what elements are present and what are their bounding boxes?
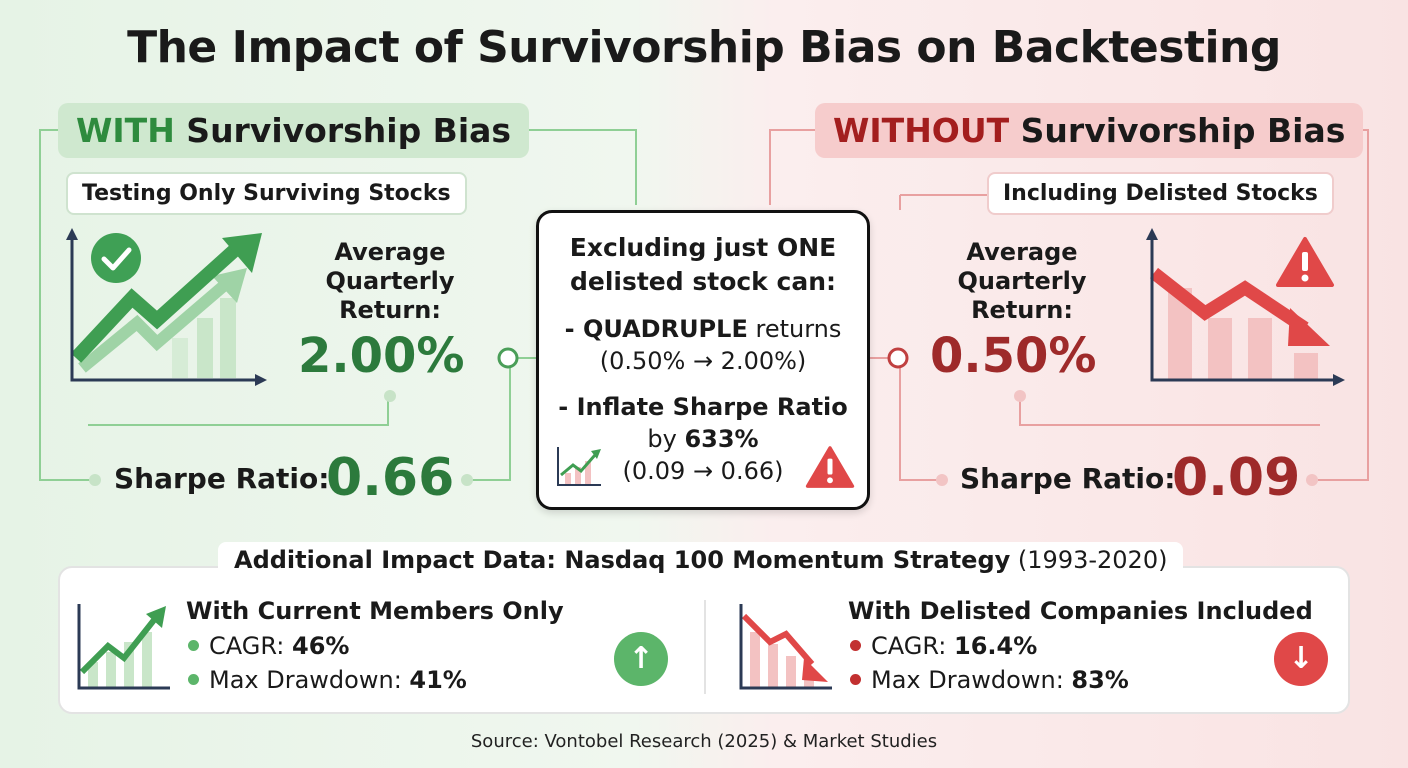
with-sharpe-label: Sharpe Ratio: xyxy=(114,462,330,495)
with-return-label: Average Quarterly Return: xyxy=(300,238,480,325)
callout-line1: Excluding just ONE xyxy=(569,233,837,262)
delisted-cagr-value: 16.4% xyxy=(954,632,1038,660)
center-callout: Excluding just ONE delisted stock can: -… xyxy=(536,210,870,510)
callout-bullet1-rest: returns xyxy=(747,315,842,343)
with-return-label-line3: Return: xyxy=(339,296,441,324)
without-return-value: 0.50% xyxy=(930,328,1097,384)
check-circle-icon xyxy=(91,233,141,283)
callout-warning-icon xyxy=(805,446,855,488)
callout-bullet2-by: by 633% xyxy=(539,425,867,453)
without-bias-subtitle: Including Delisted Stocks xyxy=(987,172,1334,215)
current-members-heading: With Current Members Only xyxy=(186,597,564,625)
current-dd-value: 41% xyxy=(409,666,467,694)
delisted-heading: With Delisted Companies Included xyxy=(848,597,1313,625)
with-bias-heading: WITH Survivorship Bias xyxy=(58,103,530,158)
current-members-chart-icon xyxy=(77,604,170,690)
additional-impact-title-bold: Additional Impact Data: Nasdaq 100 Momen… xyxy=(234,546,1011,574)
mini-rising-chart-icon xyxy=(557,447,601,486)
callout-bullet1: - QUADRUPLE returns xyxy=(539,315,867,343)
page-title: The Impact of Survivorship Bias on Backt… xyxy=(127,22,1281,73)
up-arrow-icon: ↑ xyxy=(614,632,668,686)
current-cagr-label: CAGR: xyxy=(209,632,293,660)
callout-line2: delisted stock can: xyxy=(569,267,836,296)
delisted-dd-label: Max Drawdown: xyxy=(871,666,1072,694)
with-return-label-line2: Quarterly xyxy=(325,267,455,295)
with-heading-rest: Survivorship Bias xyxy=(174,111,512,150)
delisted-chart-icon xyxy=(739,604,832,690)
without-heading-rest: Survivorship Bias xyxy=(1009,111,1346,150)
current-members-cagr: CAGR: 46% xyxy=(188,632,349,660)
current-members-drawdown: Max Drawdown: 41% xyxy=(188,666,467,694)
without-bias-heading: WITHOUT Survivorship Bias xyxy=(815,103,1364,158)
with-return-label-line1: Average xyxy=(334,238,446,266)
callout-bullet1-bold: - QUADRUPLE xyxy=(564,315,748,343)
callout-bullet2-by-text: by xyxy=(647,425,685,453)
down-arrow-icon: ↓ xyxy=(1274,632,1328,686)
callout-bullet2-bold: - Inflate Sharpe Ratio xyxy=(558,393,848,421)
delisted-drawdown: Max Drawdown: 83% xyxy=(850,666,1129,694)
additional-impact-title: Additional Impact Data: Nasdaq 100 Momen… xyxy=(218,542,1184,578)
falling-chart-icon xyxy=(1146,228,1345,386)
delisted-cagr: CAGR: 16.4% xyxy=(850,632,1037,660)
with-return-value: 2.00% xyxy=(298,328,465,384)
without-sharpe-value: 0.09 xyxy=(1172,448,1301,508)
without-return-label-line2: Quarterly xyxy=(957,267,1087,295)
current-cagr-value: 46% xyxy=(292,632,350,660)
callout-bullet2-pct: 633% xyxy=(684,425,759,453)
callout-bullet1-detail: (0.50% → 2.00%) xyxy=(599,347,807,375)
without-keyword: WITHOUT xyxy=(833,111,1010,150)
bottom-divider xyxy=(704,600,706,694)
current-dd-label: Max Drawdown: xyxy=(209,666,410,694)
warning-icon xyxy=(1276,237,1334,287)
additional-impact-title-years: (1993-2020) xyxy=(1010,546,1168,574)
callout-bullet2-detail: (0.09 → 0.66) xyxy=(622,457,784,485)
with-bias-subtitle: Testing Only Surviving Stocks xyxy=(66,172,467,215)
delisted-cagr-label: CAGR: xyxy=(871,632,955,660)
rising-chart-icon xyxy=(66,228,267,386)
without-return-label: Average Quarterly Return: xyxy=(932,238,1112,325)
source-note: Source: Vontobel Research (2025) & Marke… xyxy=(470,731,938,752)
with-sharpe-value: 0.66 xyxy=(326,448,455,508)
with-keyword: WITH xyxy=(76,111,175,150)
without-return-label-line1: Average xyxy=(966,238,1078,266)
without-return-label-line3: Return: xyxy=(971,296,1073,324)
without-sharpe-label: Sharpe Ratio: xyxy=(960,462,1176,495)
delisted-dd-value: 83% xyxy=(1071,666,1129,694)
